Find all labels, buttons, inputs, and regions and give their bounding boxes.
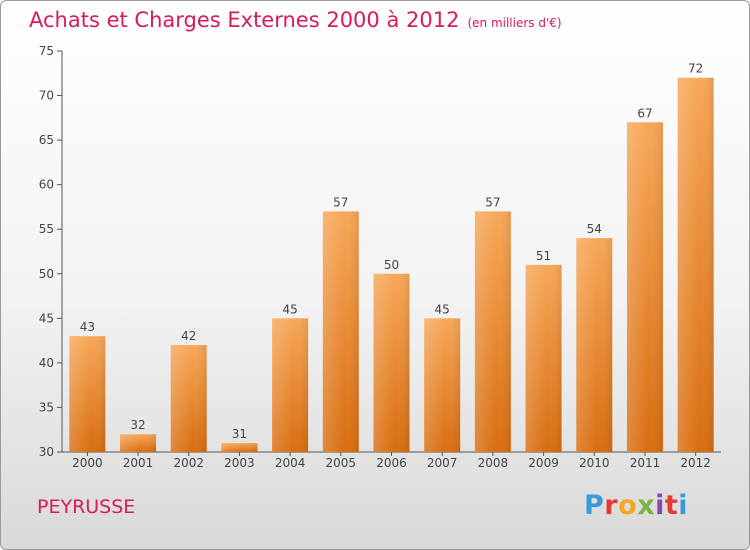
- value-labels: 43 2000 32 2001 42 2002 31 2003 45 2004 57 2005 50 20…: [72, 62, 711, 470]
- bar-sheen: [221, 443, 258, 452]
- bar-sheen: [474, 211, 511, 452]
- bar-sheen: [120, 434, 157, 452]
- bar-value-label: 43: [80, 320, 95, 334]
- chart-title: Achats et Charges Externes 2000 à 2012 (e…: [29, 8, 562, 32]
- proxiti-logo[interactable]: Proxiti: [584, 490, 688, 521]
- y-tick-label: 65: [39, 133, 54, 147]
- bar-sheen: [525, 264, 562, 452]
- bar-value-label: 67: [637, 106, 652, 120]
- x-tick-label: 2009: [528, 456, 559, 470]
- x-tick-label: 2006: [376, 456, 407, 470]
- bar-sheen: [576, 238, 613, 452]
- chart-subtitle: (en milliers d'€): [467, 16, 562, 30]
- bar-value-label: 57: [333, 195, 348, 209]
- y-tick-label: 30: [39, 445, 54, 459]
- bar-value-label: 45: [282, 302, 297, 316]
- x-tick-label: 2000: [72, 456, 103, 470]
- logo-letter: x: [637, 490, 656, 521]
- x-tick-label: 2012: [680, 456, 711, 470]
- bar-sheen: [170, 345, 207, 452]
- x-tick-label: 2004: [275, 456, 306, 470]
- logo-letter: i: [678, 490, 689, 521]
- logo-letter: t: [664, 490, 679, 521]
- y-tick-label: 70: [39, 89, 54, 103]
- bar-value-label: 51: [536, 249, 551, 263]
- y-tick-label: 55: [39, 222, 54, 236]
- bar-value-label: 31: [232, 427, 247, 441]
- bar-value-label: 57: [485, 195, 500, 209]
- bar-value-label: 45: [435, 302, 450, 316]
- y-tick-label: 75: [39, 44, 54, 58]
- bar-sheen: [272, 318, 309, 452]
- x-tick-label: 2011: [630, 456, 661, 470]
- bar-value-label: 72: [688, 62, 703, 76]
- bar-sheen: [69, 336, 106, 452]
- x-tick-label: 2007: [427, 456, 458, 470]
- y-tick-label: 60: [39, 178, 54, 192]
- bar-value-label: 54: [587, 222, 602, 236]
- y-tick-label: 45: [39, 311, 54, 325]
- bar-value-label: 32: [130, 418, 145, 432]
- y-tick-label: 50: [39, 267, 54, 281]
- bar-value-label: 42: [181, 329, 196, 343]
- x-tick-label: 2008: [478, 456, 509, 470]
- y-tick-label: 40: [39, 356, 54, 370]
- commune-name: PEYRUSSE: [37, 496, 136, 518]
- x-tick-label: 2005: [326, 456, 357, 470]
- logo-letter: i: [655, 490, 665, 521]
- x-tick-label: 2010: [579, 456, 610, 470]
- chart-title-text: Achats et Charges Externes 2000 à 2012: [29, 8, 460, 32]
- bar-sheen: [677, 77, 714, 452]
- logo-letter: P: [584, 490, 605, 521]
- bars: [69, 77, 714, 453]
- logo-letter: o: [618, 490, 638, 521]
- bar-sheen: [424, 318, 461, 452]
- bar-sheen: [626, 122, 663, 453]
- bar-sheen: [373, 273, 410, 452]
- bar-sheen: [322, 211, 359, 452]
- logo-letter: r: [604, 490, 619, 521]
- bar-value-label: 50: [384, 258, 399, 272]
- axes: 30 35 40 45 50 55 60 65 70 75: [39, 44, 721, 459]
- x-tick-label: 2002: [173, 456, 204, 470]
- x-tick-label: 2003: [224, 456, 255, 470]
- x-tick-label: 2001: [123, 456, 154, 470]
- y-tick-label: 35: [39, 400, 54, 414]
